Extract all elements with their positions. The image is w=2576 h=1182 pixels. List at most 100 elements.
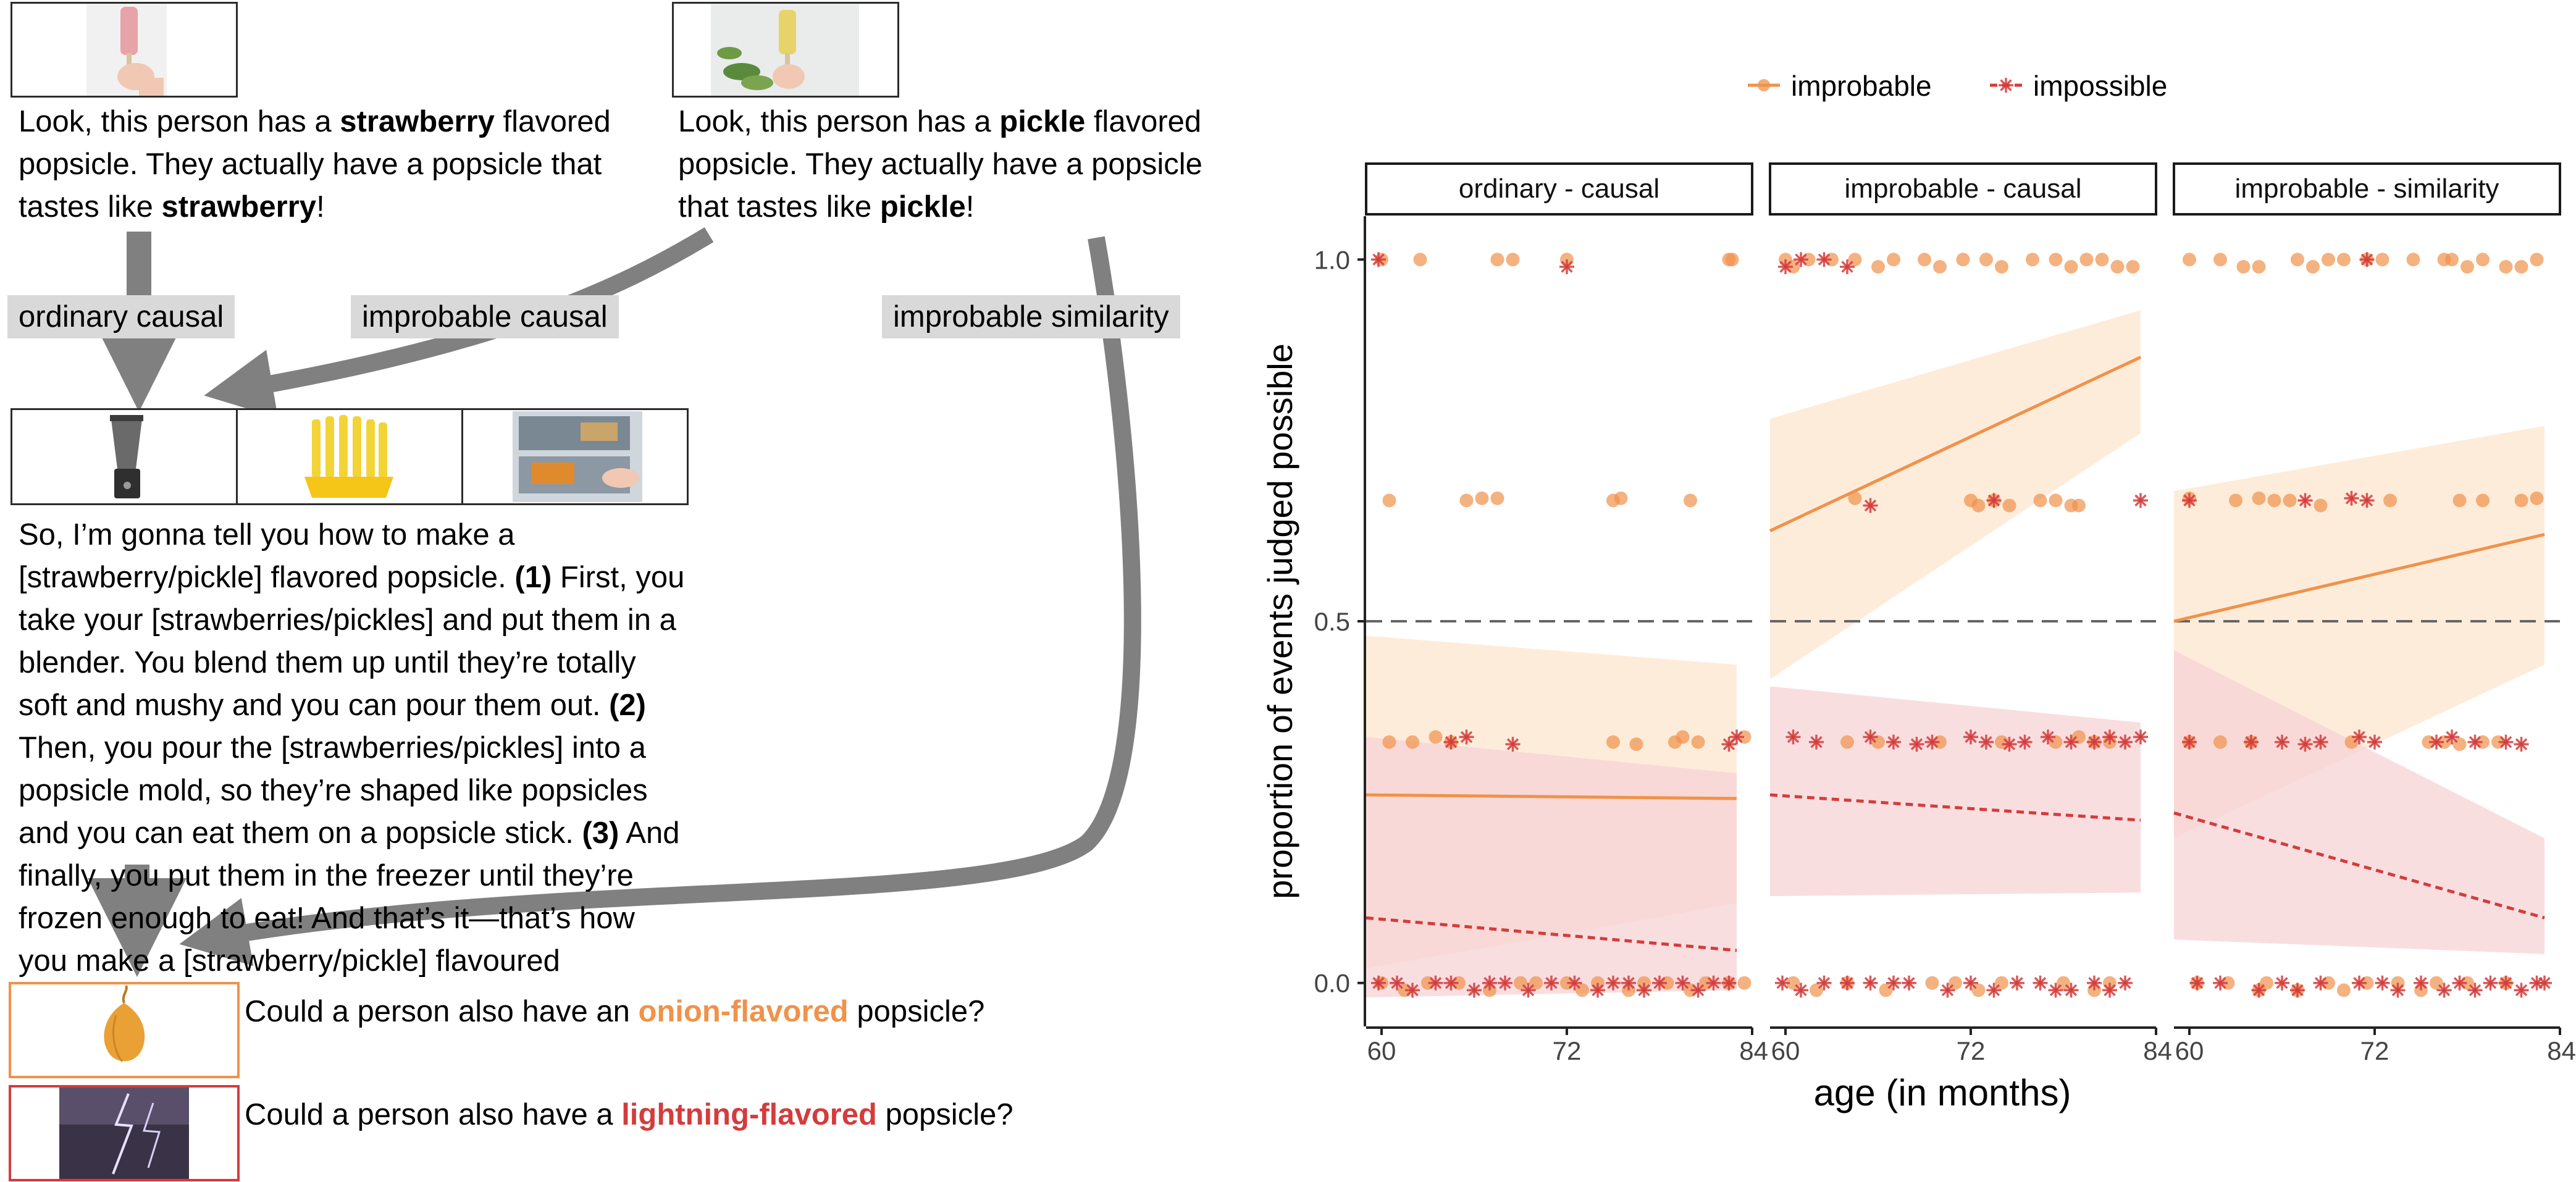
point-improbable-2-20 [2252, 491, 2266, 505]
point-impossible-1-3 [1840, 259, 1855, 274]
point-improbable-1-32 [2049, 735, 2063, 749]
point-impossible-1-13 [1963, 729, 1978, 745]
step-1: (1) [514, 561, 552, 594]
point-improbable-1-10 [1979, 253, 1993, 267]
point-improbable-1-9 [1956, 253, 1970, 267]
point-impossible-1-37 [2087, 975, 2102, 991]
x-tick-label-1-2: 84 [2143, 1036, 2172, 1065]
x-axis-title: age (in months) [1814, 1072, 2071, 1113]
point-impossible-1-31 [1963, 975, 1978, 991]
point-impossible-0-3 [1459, 729, 1474, 745]
point-impossible-2-5 [2182, 734, 2197, 750]
point-improbable-0-9 [1475, 491, 1489, 505]
point-impossible-0-21 [1637, 983, 1651, 998]
point-impossible-1-26 [1840, 975, 1855, 991]
point-impossible-1-32 [1986, 983, 2002, 998]
point-improbable-2-7 [2337, 253, 2351, 267]
panel-title-1: improbable - causal [1845, 174, 2082, 204]
freezer-icon [513, 411, 642, 502]
blender-icon [110, 415, 143, 498]
point-improbable-2-1 [2213, 253, 2227, 267]
point-improbable-0-18 [1606, 735, 1620, 749]
point-impossible-2-13 [2444, 729, 2459, 745]
point-impossible-0-19 [1606, 975, 1621, 991]
point-improbable-1-11 [1995, 260, 2008, 274]
y-tick-label-0: 0.0 [1314, 969, 1350, 998]
story-strawberry: Look, this person has a strawberry flavo… [19, 105, 611, 224]
point-impossible-1-9 [1863, 729, 1878, 745]
x-tick-label-2-2: 84 [2547, 1036, 2576, 1065]
point-impossible-2-10 [2352, 729, 2367, 745]
point-improbable-1-16 [2095, 253, 2109, 267]
point-improbable-2-24 [2383, 493, 2397, 508]
point-impossible-1-29 [1902, 975, 1916, 991]
legend-improbable-label: improbable [1791, 70, 1932, 102]
point-impossible-1-30 [1940, 983, 1955, 998]
point-impossible-0-23 [1675, 975, 1690, 991]
point-improbable-2-10 [2406, 253, 2420, 267]
point-improbable-0-2 [1490, 253, 1504, 267]
point-improbable-1-8 [1933, 260, 1947, 274]
fit-line-impossible-2 [2173, 811, 2545, 920]
point-impossible-0-24 [1690, 983, 1706, 998]
point-impossible-0-2 [1443, 734, 1459, 750]
label-improbable-similarity: improbable similarity [882, 295, 1180, 338]
story-pickle-bold1: pickle [999, 105, 1086, 138]
question-lightning: Could a person also have a lightning-fla… [245, 1098, 1013, 1131]
point-improbable-0-6 [1725, 253, 1739, 267]
point-impossible-2-29 [2467, 983, 2483, 998]
x-tick-label-2-0: 60 [2175, 1036, 2204, 1065]
arrow-improbable-similarity [179, 236, 1141, 966]
story-pickle-bold2: pickle [879, 190, 966, 224]
point-impossible-0-22 [1652, 975, 1667, 991]
point-impossible-0-14 [1498, 975, 1512, 991]
point-improbable-1-21 [1971, 498, 1986, 513]
point-impossible-2-18 [2213, 975, 2228, 991]
point-improbable-1-24 [2033, 493, 2047, 508]
point-impossible-2-24 [2375, 975, 2390, 991]
fit-line-improbable-1 [1769, 356, 2142, 532]
x-tick-label-2-1: 72 [2360, 1036, 2389, 1065]
story-strawberry-bold1: strawberry [340, 105, 495, 138]
point-impossible-0-9 [1405, 983, 1420, 998]
point-impossible-1-17 [2041, 729, 2055, 745]
point-impossible-0-13 [1482, 975, 1497, 991]
point-impossible-2-11 [2367, 734, 2382, 750]
point-improbable-2-30 [2213, 735, 2227, 749]
point-impossible-1-14 [1979, 734, 1994, 750]
point-improbable-1-29 [1871, 735, 1885, 749]
point-improbable-2-3 [2252, 260, 2266, 274]
point-improbable-2-15 [2499, 260, 2513, 274]
pickle-popsicle-icon [711, 4, 859, 96]
point-improbable-2-22 [2283, 493, 2297, 508]
point-impossible-1-27 [1863, 975, 1878, 991]
point-impossible-1-20 [2102, 729, 2117, 745]
point-impossible-0-15 [1521, 983, 1536, 998]
point-impossible-2-26 [2414, 975, 2428, 991]
point-impossible-1-39 [2118, 975, 2133, 991]
point-impossible-1-10 [1886, 734, 1901, 750]
point-impossible-1-2 [1816, 252, 1832, 267]
point-impossible-2-31 [2498, 975, 2514, 991]
point-improbable-2-25 [2452, 493, 2467, 508]
panel-title-0: ordinary - causal [1459, 174, 1659, 204]
point-impossible-2-28 [2452, 975, 2467, 991]
point-impossible-2-16 [2514, 737, 2529, 752]
point-improbable-2-5 [2306, 260, 2320, 274]
ci-band-improbable-1 [1770, 310, 2141, 679]
ci-band-impossible-0 [1366, 737, 1737, 998]
point-impossible-2-15 [2498, 734, 2514, 750]
point-impossible-1-6 [2133, 493, 2148, 508]
point-impossible-2-27 [2436, 983, 2452, 998]
panel-strip-0 [1365, 162, 1753, 216]
point-impossible-2-22 [2313, 975, 2328, 991]
point-improbable-2-44 [2337, 983, 2351, 997]
point-impossible-1-22 [2133, 729, 2148, 745]
photo-pickle-popsicle [672, 2, 899, 98]
point-impossible-1-34 [2033, 975, 2048, 991]
point-impossible-2-34 [2537, 975, 2552, 991]
point-impossible-2-2 [2297, 493, 2313, 508]
x-tick-label-0-1: 72 [1553, 1036, 1582, 1065]
point-improbable-2-13 [2461, 260, 2474, 274]
